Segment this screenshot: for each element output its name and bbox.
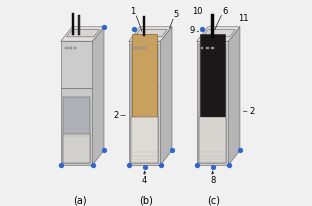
Text: 7: 7 [212, 84, 217, 94]
Polygon shape [61, 27, 104, 41]
Polygon shape [129, 27, 172, 41]
Bar [65, 47, 68, 49]
Bar [206, 47, 209, 49]
Polygon shape [93, 27, 104, 165]
Text: 5: 5 [174, 10, 179, 19]
Polygon shape [134, 30, 167, 37]
Text: (a): (a) [73, 195, 87, 205]
Polygon shape [197, 41, 229, 165]
Polygon shape [132, 34, 158, 118]
Bar [143, 16, 145, 36]
Text: 2: 2 [113, 111, 119, 120]
Polygon shape [161, 27, 172, 165]
Polygon shape [131, 117, 158, 163]
Polygon shape [131, 44, 158, 163]
Bar [211, 47, 214, 49]
Text: 10: 10 [193, 7, 203, 16]
Text: 11: 11 [238, 14, 248, 23]
Bar [138, 47, 141, 49]
Text: 2: 2 [249, 107, 255, 116]
Polygon shape [199, 44, 226, 163]
Polygon shape [63, 134, 90, 163]
Polygon shape [199, 117, 226, 163]
Bar [143, 47, 146, 49]
Text: 6: 6 [222, 7, 227, 16]
Polygon shape [61, 88, 93, 165]
Text: 4: 4 [142, 176, 147, 185]
Polygon shape [197, 27, 240, 41]
Text: (b): (b) [139, 195, 153, 205]
Bar [72, 13, 75, 35]
Text: (c): (c) [207, 195, 220, 205]
Polygon shape [61, 41, 93, 88]
Bar [201, 47, 203, 49]
Polygon shape [200, 34, 226, 118]
Bar [74, 47, 76, 49]
Polygon shape [229, 27, 240, 165]
Polygon shape [66, 30, 99, 37]
Text: 3: 3 [152, 84, 158, 94]
Text: 1: 1 [130, 7, 136, 16]
Polygon shape [129, 41, 161, 165]
Polygon shape [202, 30, 235, 37]
Polygon shape [63, 97, 90, 163]
Text: 7: 7 [221, 85, 226, 94]
Bar [78, 15, 80, 35]
Bar [133, 47, 135, 49]
Text: 9: 9 [189, 26, 195, 35]
Bar [212, 14, 214, 38]
Text: 8: 8 [210, 176, 215, 185]
Bar [70, 47, 72, 49]
